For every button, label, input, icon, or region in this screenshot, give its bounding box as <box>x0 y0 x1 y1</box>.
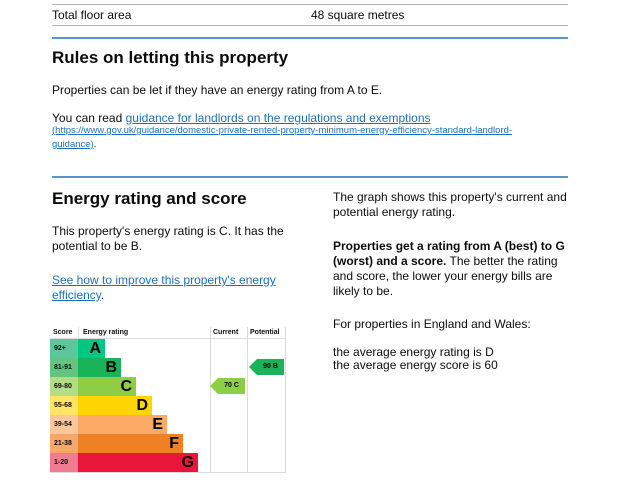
section-break-letting <box>52 37 568 39</box>
energy-rating-chart: Score Energy rating Current Potential 92… <box>50 327 286 473</box>
guidance-url: (https://www.gov.uk/guidance/domestic-pr… <box>52 125 513 150</box>
guidance-url-link[interactable]: (https://www.gov.uk/guidance/domestic-pr… <box>52 125 513 136</box>
floor-area-label: Total floor area <box>52 8 132 22</box>
band-bar-b: B <box>78 358 121 377</box>
guidance-url-link-cont[interactable]: guidance) <box>52 139 94 150</box>
improve-text: See how to improve this property's energ… <box>52 273 276 302</box>
potential-rating-arrow: 90 B <box>249 359 284 375</box>
region-text: For properties in England and Wales: <box>333 317 531 331</box>
bottom-border <box>50 472 286 473</box>
right-border <box>285 327 286 473</box>
col-divider-2 <box>210 327 211 473</box>
floor-area-value: 48 square metres <box>311 8 405 22</box>
band-score-e: 39-54 <box>50 415 78 434</box>
letting-rule-text: Properties can be let if they have an en… <box>52 83 383 97</box>
band-score-a: 92+ <box>50 339 78 358</box>
letting-guidance-text: You can read guidance for landlords on t… <box>52 111 568 126</box>
average-rating: the average energy rating is D <box>333 345 494 359</box>
band-bar-e: E <box>78 415 167 434</box>
rating-explanation: Properties get a rating from A (best) to… <box>333 239 565 298</box>
band-score-g: 1-20 <box>50 453 78 472</box>
band-score-c: 69-80 <box>50 377 78 396</box>
band-score-b: 81-91 <box>50 358 78 377</box>
top-divider <box>52 4 568 5</box>
section-break-energy <box>52 176 568 178</box>
band-score-f: 21-38 <box>50 434 78 453</box>
guidance-link[interactable]: guidance for landlords on the regulation… <box>125 111 431 125</box>
energy-heading: Energy rating and score <box>52 189 247 208</box>
summary-divider <box>52 25 568 26</box>
band-bar-f: F <box>78 434 183 453</box>
band-bar-d: D <box>78 396 152 415</box>
header-divider <box>50 338 286 339</box>
current-rating-arrow: 70 C <box>210 378 245 394</box>
guidance-prefix: You can read <box>52 111 126 125</box>
rating-explanation-bold: Properties get a rating from A (best) to… <box>333 239 565 268</box>
average-score: the average energy score is 60 <box>333 358 498 372</box>
band-score-d: 55-68 <box>50 396 78 415</box>
graph-description: The graph shows this property's current … <box>333 190 567 219</box>
header-energy-rating: Energy rating <box>83 329 129 336</box>
col-divider-3 <box>247 327 248 473</box>
header-score: Score <box>53 329 73 336</box>
band-bar-c: C <box>78 377 136 396</box>
letting-heading: Rules on letting this property <box>52 48 289 67</box>
header-current: Current <box>213 329 239 336</box>
band-bar-g: G <box>78 453 198 472</box>
improve-link[interactable]: See how to improve this property's energ… <box>52 273 276 302</box>
energy-summary: This property's energy rating is C. It h… <box>52 224 284 253</box>
col-divider-1 <box>78 327 79 338</box>
band-bar-a: A <box>78 339 105 358</box>
header-potential: Potential <box>250 329 280 336</box>
